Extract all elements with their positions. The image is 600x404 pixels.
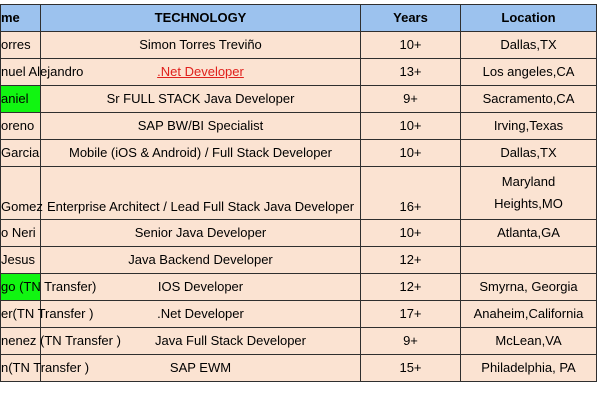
cell-location[interactable]: Anaheim,California bbox=[460, 300, 597, 328]
cell-years[interactable]: 9+ bbox=[360, 85, 461, 113]
cell-years[interactable]: 10+ bbox=[360, 31, 461, 59]
cell-technology[interactable]: .Net Developer bbox=[40, 58, 361, 86]
cell-location[interactable]: Los angeles,CA bbox=[460, 58, 597, 86]
cell-name[interactable]: nuel Alejandro bbox=[0, 58, 83, 86]
name-text: Gomez bbox=[1, 199, 43, 214]
cell-name[interactable]: orres bbox=[0, 31, 41, 59]
cell-technology[interactable]: IOS Developer bbox=[40, 273, 361, 301]
cell-technology[interactable]: Java Backend Developer bbox=[40, 246, 361, 274]
cell-name[interactable]: o Neri bbox=[0, 219, 41, 247]
cell-location[interactable]: Sacramento,CA bbox=[460, 85, 597, 113]
name-text: Garcia bbox=[1, 145, 40, 160]
name-text: go (TN Transfer) bbox=[1, 279, 97, 294]
cell-technology[interactable]: Enterprise Architect / Lead Full Stack J… bbox=[40, 166, 361, 220]
cell-name[interactable]: n(TN Transfer ) bbox=[0, 354, 89, 382]
cell-location[interactable]: Dallas,TX bbox=[460, 139, 597, 167]
cell-location[interactable]: Atlanta,GA bbox=[460, 219, 597, 247]
cell-name[interactable]: Jesus bbox=[0, 246, 41, 274]
name-text: o Neri bbox=[1, 225, 36, 240]
cell-name[interactable]: Gomez bbox=[0, 166, 43, 220]
cell-location[interactable]: Dallas,TX bbox=[460, 31, 597, 59]
cell-location[interactable]: Irving,Texas bbox=[460, 112, 597, 140]
cell-years[interactable]: 12+ bbox=[360, 246, 461, 274]
cell-name[interactable]: Garcia bbox=[0, 139, 41, 167]
cell-technology[interactable]: Mobile (iOS & Android) / Full Stack Deve… bbox=[40, 139, 361, 167]
header-location[interactable]: Location bbox=[460, 4, 597, 32]
header-years[interactable]: Years bbox=[360, 4, 461, 32]
header-name[interactable]: me bbox=[0, 4, 41, 32]
spreadsheet: me TECHNOLOGY Years Location orres Simon… bbox=[0, 4, 597, 382]
table-row: oreno SAP BW/BI Specialist 10+ Irving,Te… bbox=[0, 112, 597, 140]
table-row: o Neri Senior Java Developer 10+ Atlanta… bbox=[0, 219, 597, 247]
cell-years[interactable]: 10+ bbox=[360, 139, 461, 167]
cell-location[interactable]: Smyrna, Georgia bbox=[460, 273, 597, 301]
cell-years[interactable]: 13+ bbox=[360, 58, 461, 86]
name-text: nenez (TN Transfer ) bbox=[1, 333, 121, 348]
cell-location[interactable]: Maryland Heights,MO bbox=[460, 166, 597, 220]
table-row: aniel Sr FULL STACK Java Developer 9+ Sa… bbox=[0, 85, 597, 113]
cell-years[interactable]: 9+ bbox=[360, 327, 461, 355]
candidate-table: me TECHNOLOGY Years Location orres Simon… bbox=[0, 4, 597, 382]
cell-location[interactable] bbox=[460, 246, 597, 274]
location-line-2: Heights,MO bbox=[494, 196, 563, 211]
name-text: n(TN Transfer ) bbox=[1, 360, 90, 375]
table-row: n(TN Transfer ) SAP EWM 15+ Philadelphia… bbox=[0, 354, 597, 382]
table-row: er(TN Transfer ) .Net Developer 17+ Anah… bbox=[0, 300, 597, 328]
cell-technology[interactable]: Senior Java Developer bbox=[40, 219, 361, 247]
cell-name[interactable]: nenez (TN Transfer ) bbox=[0, 327, 121, 355]
cell-name-highlighted[interactable]: aniel bbox=[0, 85, 41, 113]
header-row: me TECHNOLOGY Years Location bbox=[0, 4, 597, 32]
cell-name-highlighted[interactable]: go (TN Transfer) bbox=[0, 273, 96, 301]
cell-years[interactable]: 16+ bbox=[360, 166, 461, 220]
cell-years[interactable]: 15+ bbox=[360, 354, 461, 382]
name-text: orres bbox=[1, 37, 31, 52]
name-text: Jesus bbox=[1, 252, 35, 267]
cell-name[interactable]: er(TN Transfer ) bbox=[0, 300, 93, 328]
cell-location[interactable]: McLean,VA bbox=[460, 327, 597, 355]
technology-link[interactable]: .Net Developer bbox=[157, 64, 244, 79]
table-row: nenez (TN Transfer ) Java Full Stack Dev… bbox=[0, 327, 597, 355]
cell-technology[interactable]: SAP EWM bbox=[40, 354, 361, 382]
table-row: go (TN Transfer) IOS Developer 12+ Smyrn… bbox=[0, 273, 597, 301]
table-row: orres Simon Torres Treviño 10+ Dallas,TX bbox=[0, 31, 597, 59]
cell-location[interactable]: Philadelphia, PA bbox=[460, 354, 597, 382]
cell-technology[interactable]: SAP BW/BI Specialist bbox=[40, 112, 361, 140]
name-text: oreno bbox=[1, 118, 35, 133]
cell-years[interactable]: 10+ bbox=[360, 112, 461, 140]
cell-technology[interactable]: Simon Torres Treviño bbox=[40, 31, 361, 59]
table-row: nuel Alejandro .Net Developer 13+ Los an… bbox=[0, 58, 597, 86]
name-text: aniel bbox=[1, 91, 29, 106]
cell-name[interactable]: oreno bbox=[0, 112, 41, 140]
cell-technology[interactable]: Sr FULL STACK Java Developer bbox=[40, 85, 361, 113]
name-text: er(TN Transfer ) bbox=[1, 306, 94, 321]
cell-years[interactable]: 17+ bbox=[360, 300, 461, 328]
table-row: Gomez Enterprise Architect / Lead Full S… bbox=[0, 166, 597, 220]
header-technology[interactable]: TECHNOLOGY bbox=[40, 4, 361, 32]
cell-years[interactable]: 12+ bbox=[360, 273, 461, 301]
location-line-1: Maryland bbox=[501, 174, 556, 189]
name-text: nuel Alejandro bbox=[1, 64, 84, 79]
cell-years[interactable]: 10+ bbox=[360, 219, 461, 247]
table-row: Garcia Mobile (iOS & Android) / Full Sta… bbox=[0, 139, 597, 167]
table-row: Jesus Java Backend Developer 12+ bbox=[0, 246, 597, 274]
